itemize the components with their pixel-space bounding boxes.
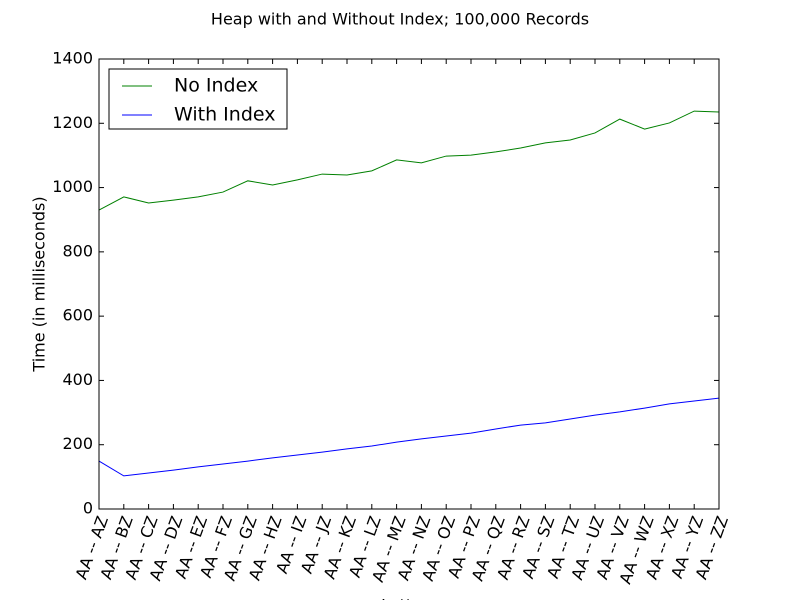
- y-axis-label: Time (in milliseconds): [30, 196, 49, 372]
- y-tick-label: 200: [62, 434, 93, 453]
- y-tick-label: 800: [62, 241, 93, 260]
- y-tick-label: 1000: [52, 177, 93, 196]
- series-line: [98, 397, 720, 477]
- y-tick-label: 0: [83, 499, 93, 518]
- chart-title: Heap with and Without Index; 100,000 Rec…: [211, 10, 589, 29]
- y-tick-label: 1400: [52, 49, 93, 68]
- legend-label: No Index: [174, 75, 258, 97]
- y-tick-label: 600: [62, 306, 93, 325]
- y-tick-label: 1200: [52, 113, 93, 132]
- y-tick-label: 400: [62, 370, 93, 389]
- x-axis-label: Letters: [381, 596, 437, 600]
- legend-label: With Index: [174, 104, 276, 126]
- legend-box: [108, 68, 288, 130]
- series-line: [98, 110, 720, 211]
- plot-frame: [98, 58, 720, 510]
